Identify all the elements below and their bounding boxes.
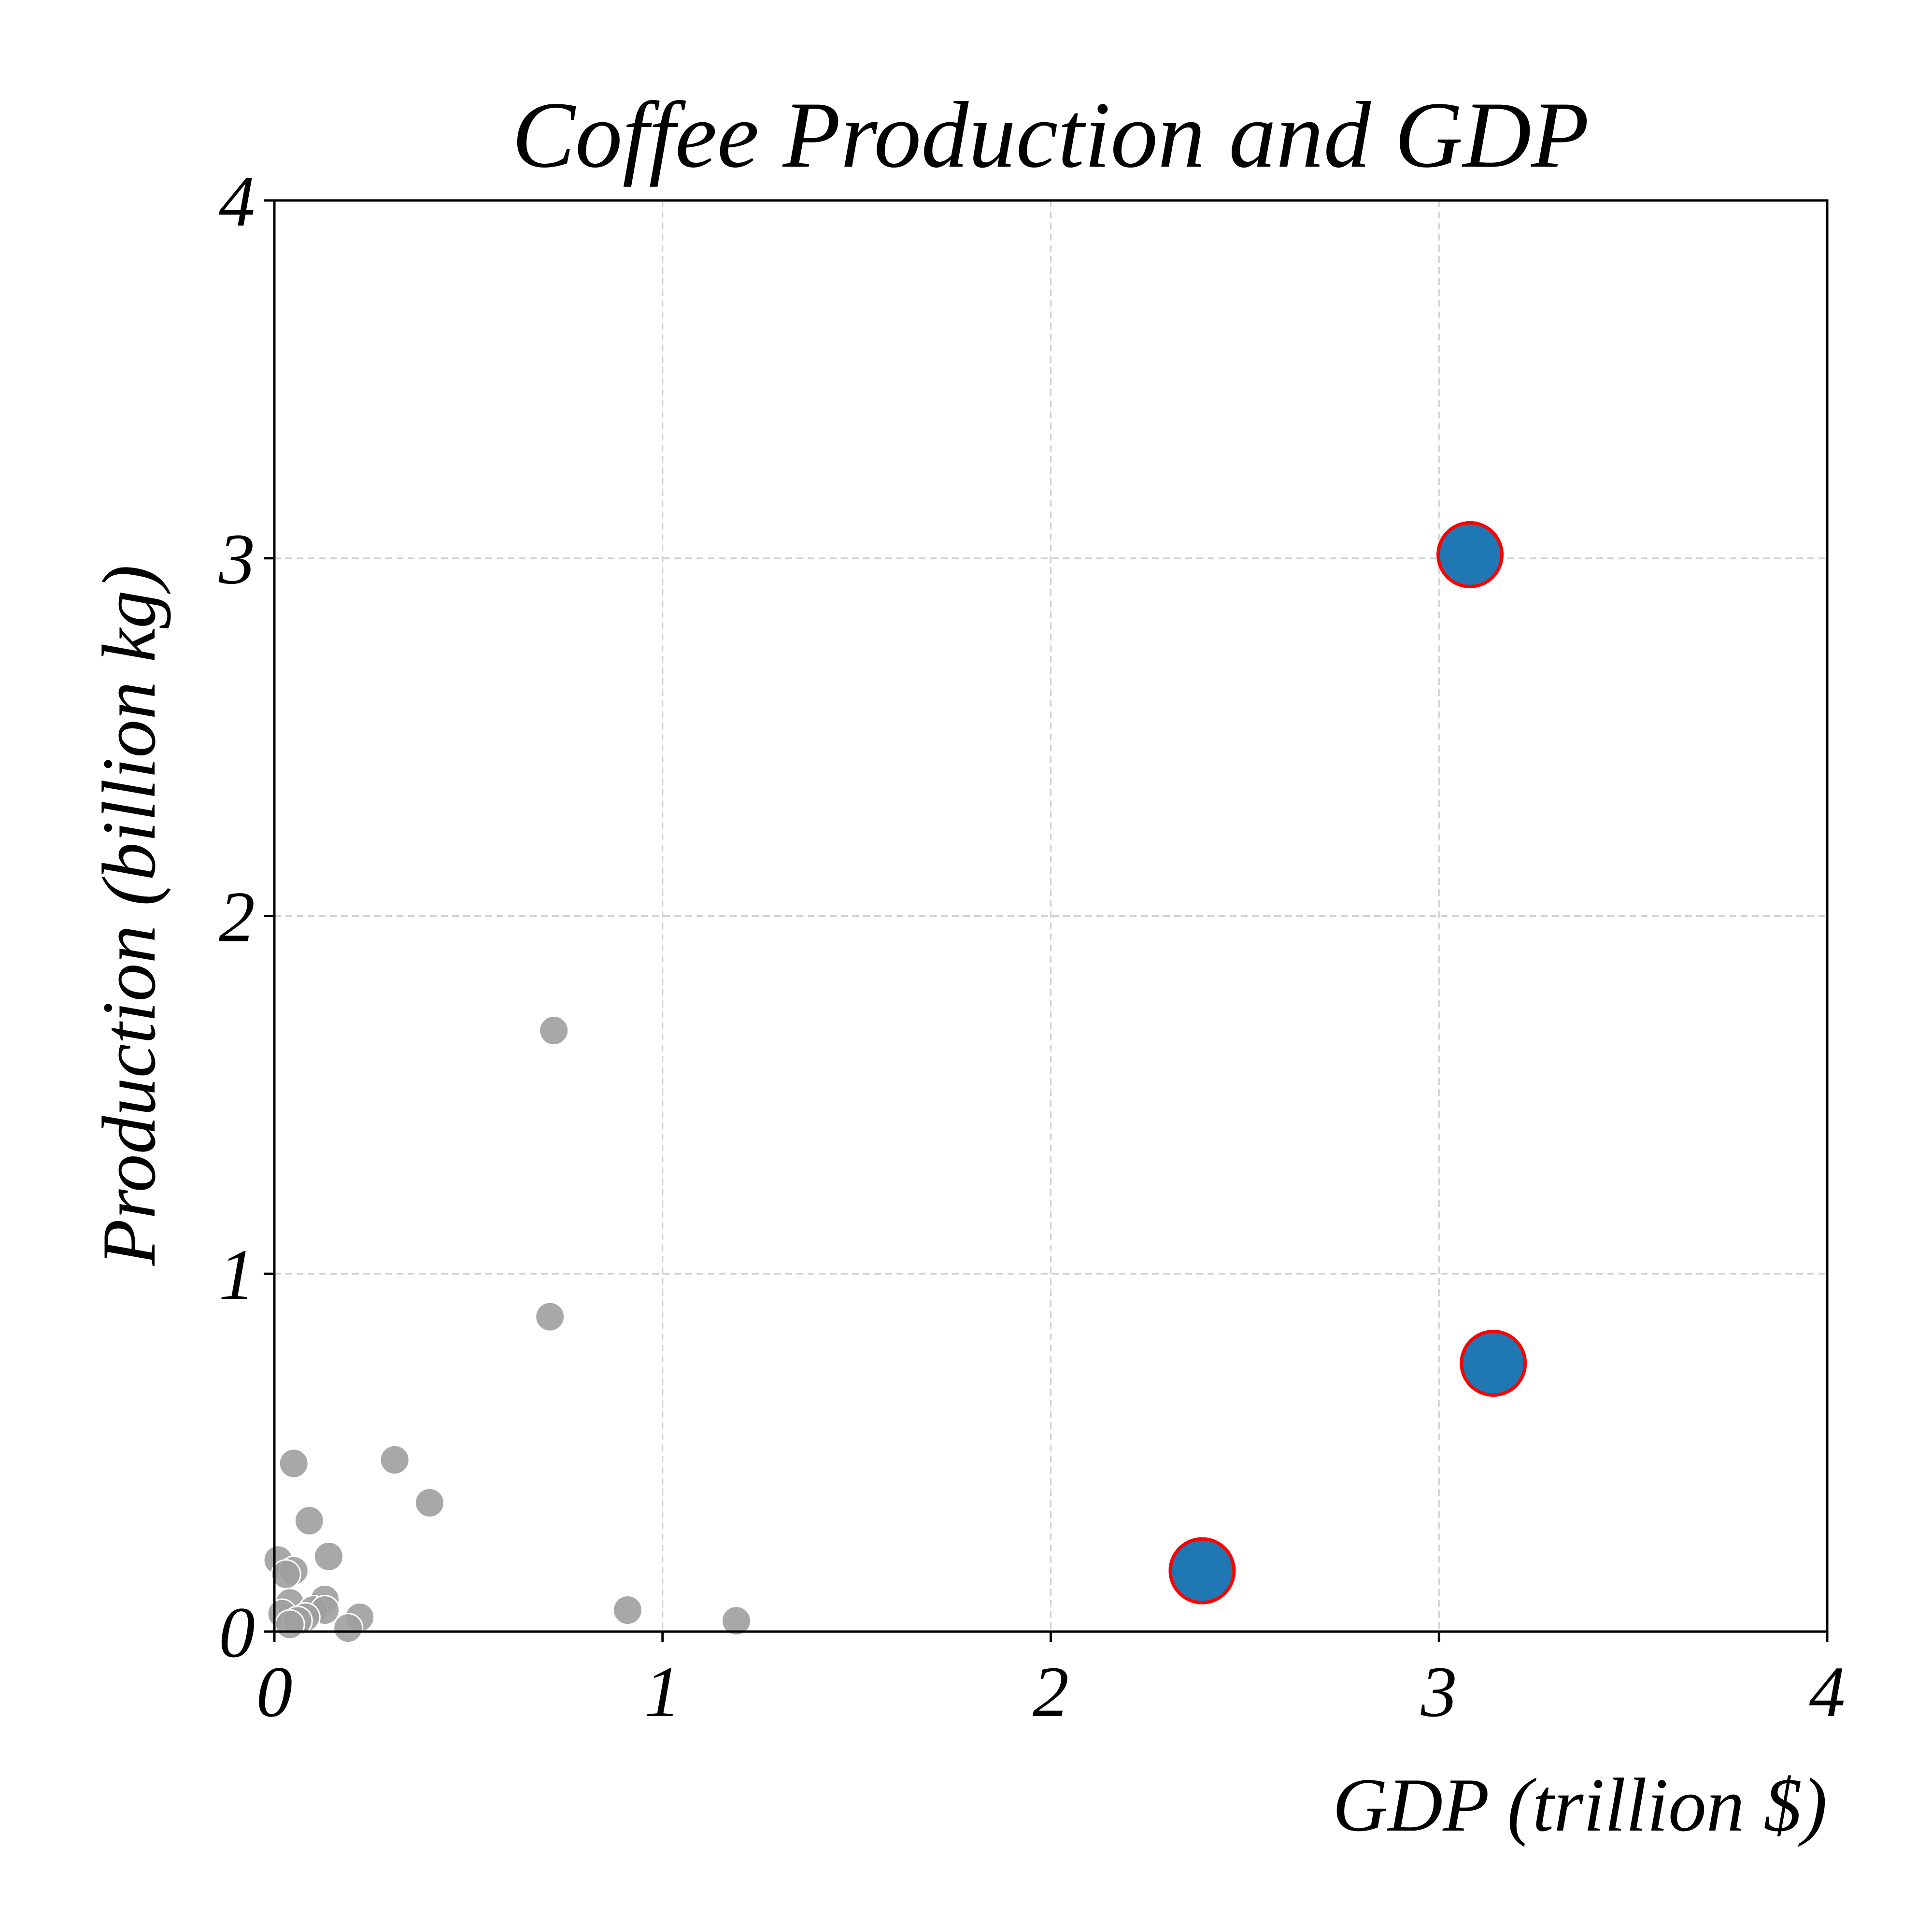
x-tick-label: 4 bbox=[1809, 1652, 1846, 1732]
highlighted-country-point bbox=[1436, 521, 1504, 588]
y-axis-label: Production (billion kg) bbox=[87, 565, 171, 1266]
other-country-point bbox=[270, 1559, 301, 1590]
other-country-point bbox=[333, 1613, 364, 1644]
x-tick-label: 1 bbox=[644, 1652, 681, 1732]
x-tick-label: 0 bbox=[256, 1652, 293, 1732]
other-country-point bbox=[539, 1015, 569, 1046]
other-country-point bbox=[278, 1448, 309, 1479]
highlighted-country-point bbox=[1460, 1329, 1527, 1397]
other-country-point bbox=[379, 1444, 410, 1475]
other-country-point bbox=[612, 1595, 643, 1626]
highlighted-country-point bbox=[1168, 1537, 1236, 1605]
y-tick-label: 3 bbox=[218, 519, 255, 599]
other-country-point bbox=[313, 1541, 344, 1572]
other-country-point bbox=[414, 1487, 445, 1518]
axis-ticks: 0 1 2 3 4 0 1 2 3 4 bbox=[218, 161, 1846, 1732]
y-tick-label: 0 bbox=[219, 1592, 255, 1673]
other-country-point bbox=[721, 1605, 752, 1636]
x-axis-label: GDP (trillion $) bbox=[1333, 1763, 1827, 1847]
other-country-point bbox=[294, 1505, 325, 1536]
y-tick-label: 1 bbox=[219, 1235, 255, 1315]
y-tick-label: 2 bbox=[219, 877, 255, 957]
y-tick-label: 4 bbox=[219, 161, 255, 242]
chart-title: Coffee Production and GDP bbox=[512, 83, 1589, 187]
other-countries-points bbox=[263, 1015, 752, 1644]
x-tick-label: 2 bbox=[1033, 1652, 1069, 1732]
grid-lines bbox=[274, 200, 1827, 1632]
highlighted-points bbox=[1168, 521, 1527, 1605]
other-country-point bbox=[274, 1609, 305, 1640]
other-country-point bbox=[535, 1301, 566, 1332]
x-tick-label: 3 bbox=[1421, 1652, 1457, 1732]
